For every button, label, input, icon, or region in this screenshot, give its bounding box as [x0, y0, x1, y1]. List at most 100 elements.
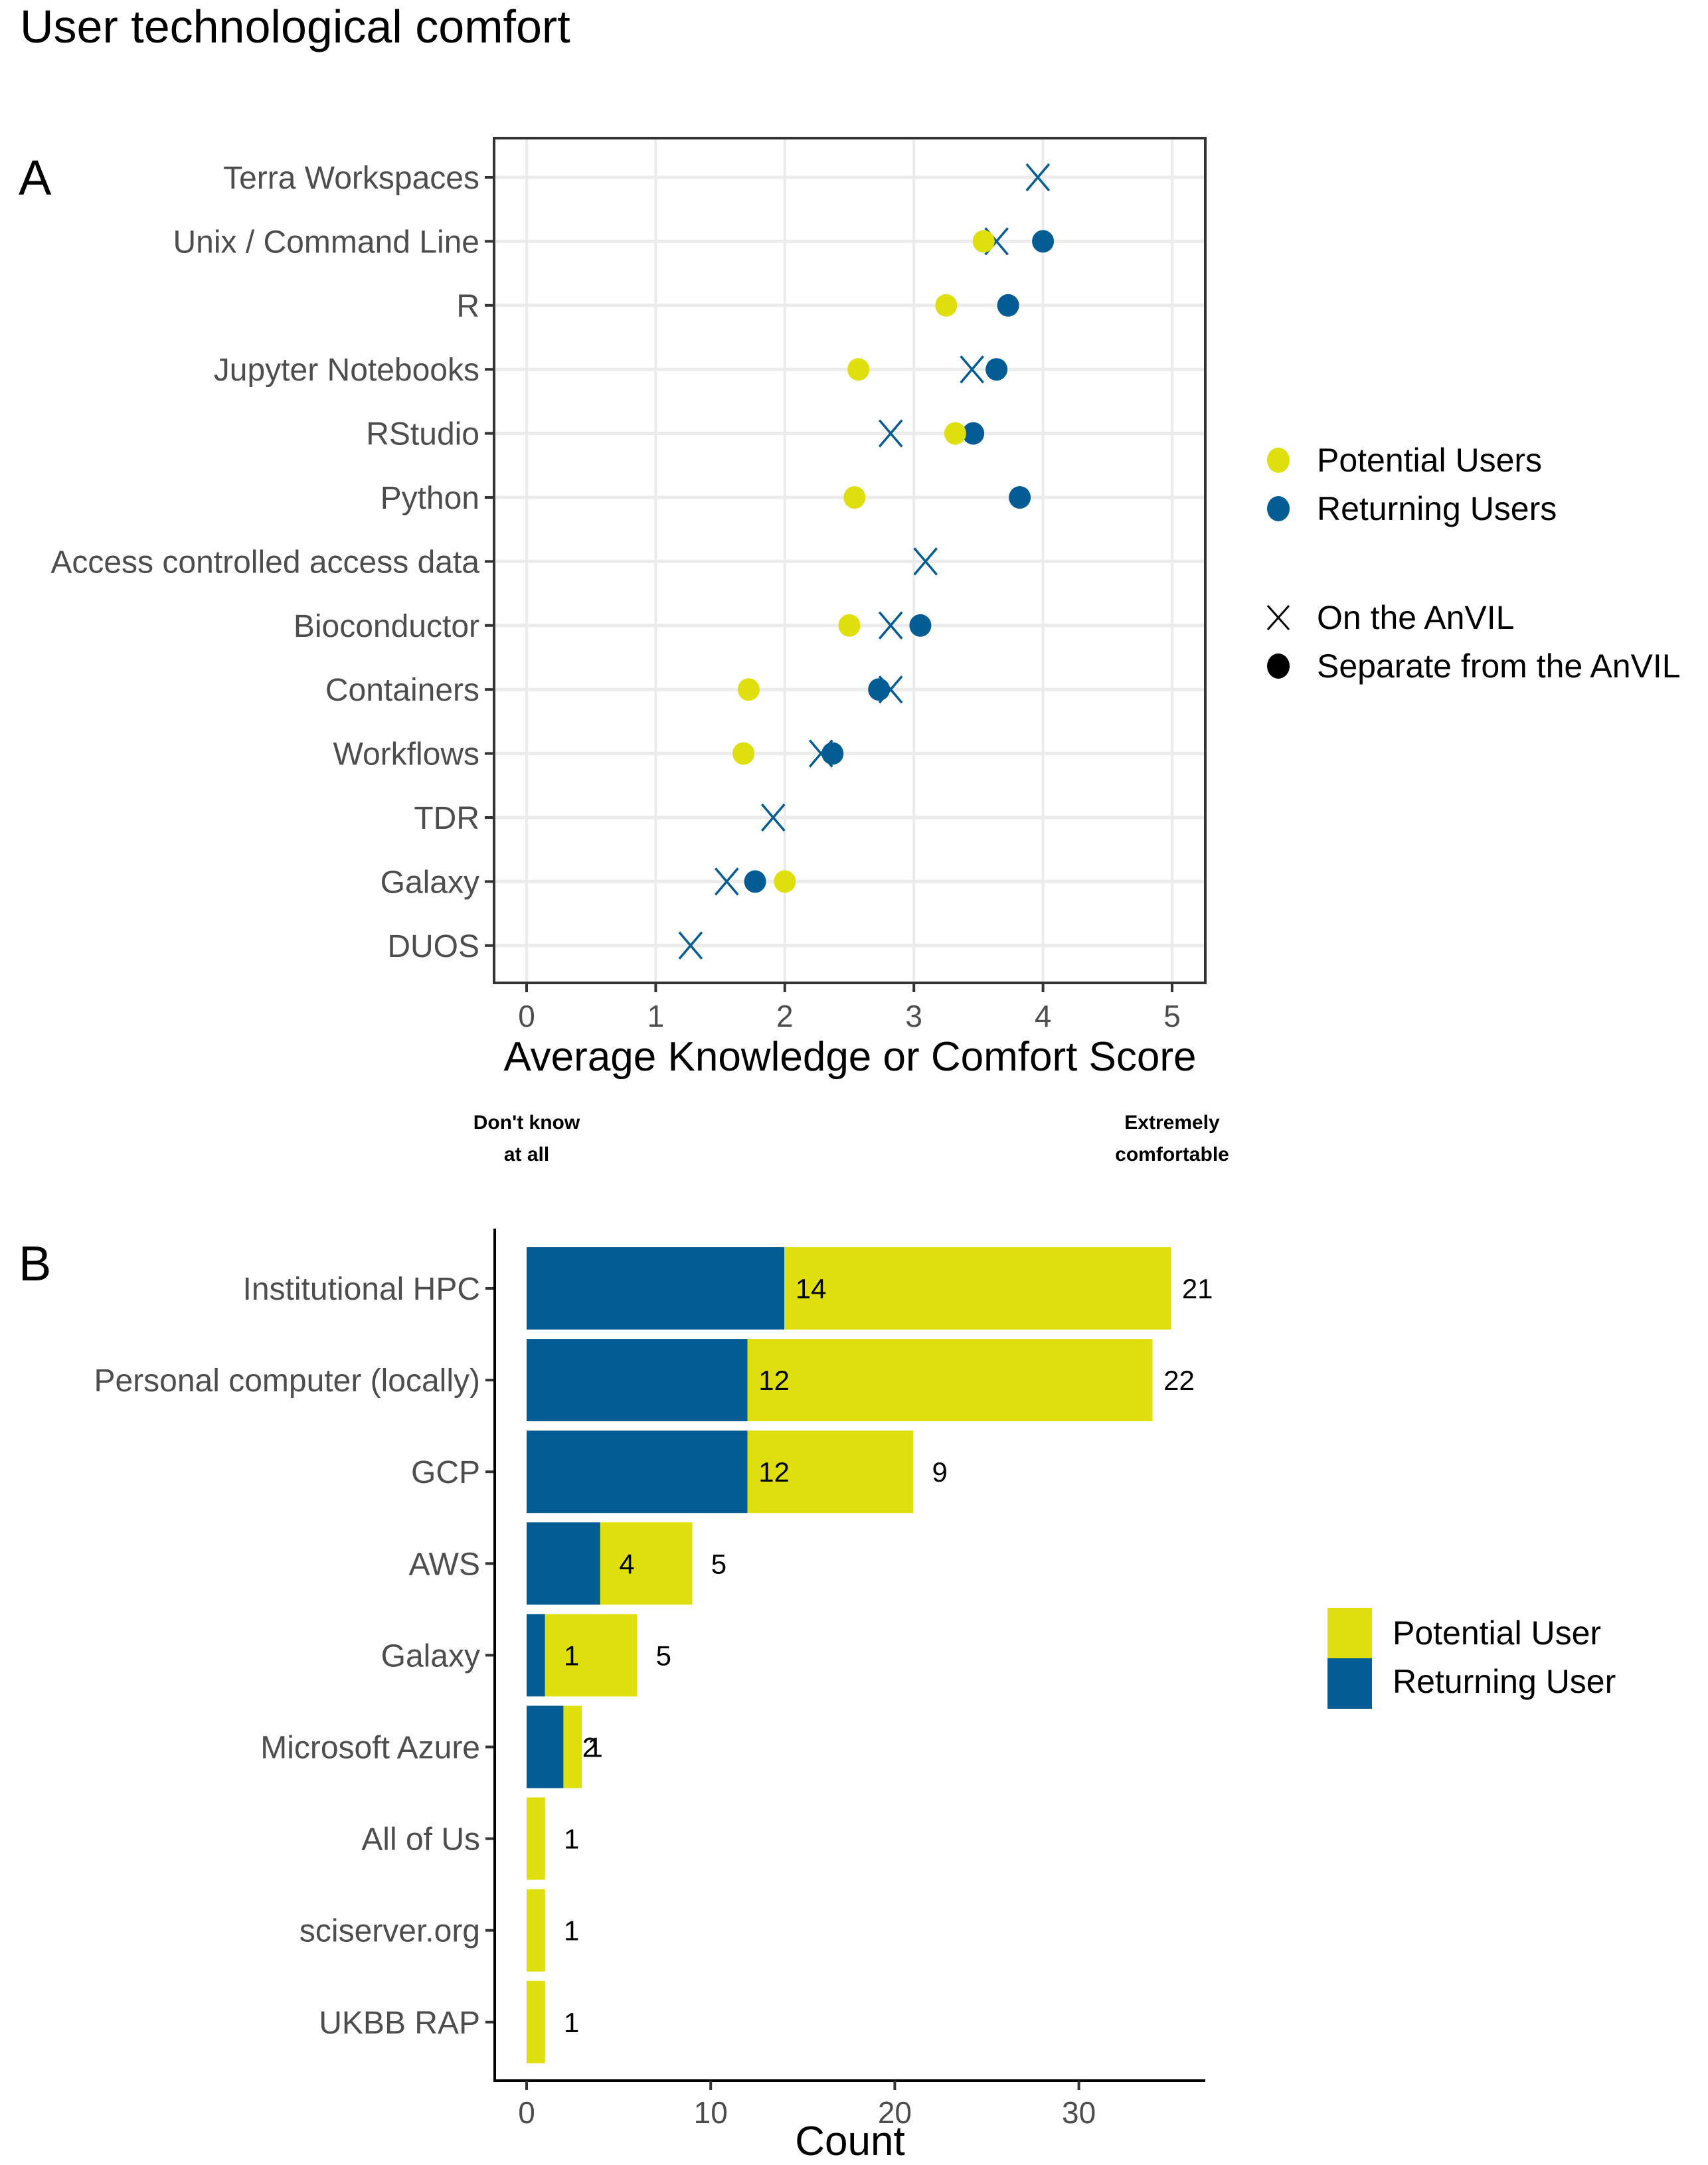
anchor-high-line1: Extremely	[1124, 1112, 1220, 1134]
bar-potential-aws	[600, 1522, 693, 1605]
y-tick-label-bioconductor: Bioconductor	[294, 609, 479, 644]
x-tick-label-0: 0	[518, 999, 535, 1033]
y-tick-label-terra-workspaces: Terra Workspaces	[223, 161, 479, 196]
bar-label-returning-microsoft-azure: 2	[582, 1732, 598, 1763]
y-tick-label-python: Python	[381, 481, 479, 516]
bar-label-potential-gcp: 9	[932, 1456, 947, 1488]
bar-label-potential-galaxy: 5	[656, 1640, 671, 1671]
point-returning-users-on-the-anvil-tdr	[760, 803, 786, 832]
y-tick-label-galaxy: Galaxy	[381, 865, 479, 900]
anchor-low-line1: Don't know	[473, 1112, 580, 1134]
bar-label-potential-institutional-hpc: 21	[1182, 1273, 1213, 1304]
point-potential-users-separate-from-the-anvil-rstudio	[944, 422, 966, 445]
legend-returning-swatch	[1327, 1658, 1372, 1709]
y-tick-label-aws: AWS	[408, 1547, 480, 1582]
point-returning-users-separate-from-the-anvil-containers	[868, 678, 891, 701]
legend-circle-marker-icon	[1267, 653, 1290, 679]
legend-item-on-anvil: On the AnVIL	[1266, 599, 1514, 636]
panel-b-axes	[493, 1229, 1205, 2082]
bar-returning-personal-computer-locally	[527, 1339, 748, 1422]
y-tick-label-gcp: GCP	[411, 1455, 480, 1490]
x-tick-label-1: 1	[647, 999, 665, 1033]
panel-a-points	[678, 163, 1055, 960]
legend-item-returning-users: Returning Users	[1267, 490, 1557, 527]
bar-label-potential-ukbb-rap: 1	[564, 2007, 579, 2038]
bar-returning-institutional-hpc	[527, 1247, 785, 1330]
bar-label-potential-all-of-us: 1	[564, 1824, 579, 1855]
legend-returning-label: Returning Users	[1317, 490, 1557, 527]
bar-label-potential-sciserver-org: 1	[564, 1915, 579, 1947]
x-tick-label-30: 30	[1062, 2095, 1096, 2130]
y-tick-label-sciserver-org: sciserver.org	[299, 1914, 480, 1949]
point-returning-users-separate-from-the-anvil-unix-command-line	[1032, 230, 1055, 253]
point-potential-users-separate-from-the-anvil-jupyter-notebooks	[847, 358, 870, 381]
panel-a-x-ticks: 0 1 2 3 4 5	[518, 983, 1181, 1033]
panel-a-y-labels: Terra Workspaces Unix / Command Line R Jupy…	[50, 161, 494, 964]
bar-label-returning-aws: 4	[619, 1548, 634, 1579]
y-tick-label-duos: DUOS	[387, 929, 479, 964]
panel-a-letter: A	[19, 150, 52, 205]
bar-potential-all-of-us	[527, 1797, 545, 1880]
legend-item-potential-user: Potential User	[1327, 1608, 1601, 1658]
panel-b-legend: Potential User Returning User	[1327, 1608, 1616, 1709]
y-tick-label-workflows: Workflows	[333, 737, 479, 772]
legend-on-anvil-label: On the AnVIL	[1317, 599, 1514, 636]
x-tick-label-2: 2	[776, 999, 794, 1033]
bar-label-returning-gcp: 12	[758, 1456, 790, 1488]
legend-separate-label: Separate from the AnVIL	[1317, 648, 1681, 685]
point-returning-users-separate-from-the-anvil-rstudio	[962, 422, 985, 445]
legend-item-potential-users: Potential Users	[1267, 442, 1542, 479]
panel-a-gridlines	[494, 138, 1205, 983]
point-potential-users-separate-from-the-anvil-galaxy	[774, 870, 796, 893]
point-returning-users-on-the-anvil-access-controlled-access-data	[913, 547, 938, 576]
point-returning-users-on-the-anvil-bioconductor	[878, 611, 903, 640]
bar-potential-sciserver-org	[527, 1889, 545, 1972]
panel-b-x-ticks: 0 10 20 30	[518, 2081, 1096, 2130]
legend-item-separate-anvil: Separate from the AnVIL	[1267, 648, 1681, 685]
legend-potential-user-label: Potential User	[1393, 1614, 1601, 1652]
y-tick-label-institutional-hpc: Institutional HPC	[243, 1272, 481, 1307]
point-returning-users-separate-from-the-anvil-r	[997, 294, 1019, 317]
x-tick-label-20: 20	[878, 2095, 912, 2130]
legend-potential-swatch	[1327, 1608, 1372, 1658]
y-tick-label-rstudio: RStudio	[366, 417, 479, 452]
y-tick-label-containers: Containers	[325, 673, 479, 708]
y-tick-label-all-of-us: All of Us	[361, 1822, 480, 1858]
point-potential-users-separate-from-the-anvil-bioconductor	[838, 614, 861, 637]
panel-a-legend: Potential Users Returning Users On the A…	[1266, 442, 1681, 685]
point-returning-users-separate-from-the-anvil-galaxy	[744, 870, 766, 893]
point-returning-users-on-the-anvil-terra-workspaces	[1025, 163, 1051, 192]
legend-returning-user-label: Returning User	[1393, 1663, 1616, 1700]
point-returning-users-separate-from-the-anvil-python	[1009, 486, 1031, 509]
panel-a-frame	[493, 137, 1207, 984]
bar-label-returning-galaxy: 1	[564, 1640, 579, 1671]
legend-potential-dot	[1267, 448, 1290, 473]
panel-b-letter: B	[19, 1236, 51, 1291]
bar-returning-aws	[527, 1522, 600, 1605]
panel-b: B Institutional HPC Personal computer (lo…	[19, 1229, 1616, 2164]
point-potential-users-separate-from-the-anvil-workflows	[732, 742, 755, 765]
legend-x-marker-icon	[1266, 605, 1290, 630]
bar-potential-gcp	[747, 1430, 914, 1514]
point-returning-users-on-the-anvil-jupyter-notebooks	[960, 355, 985, 384]
bar-potential-personal-computer-locally	[747, 1339, 1153, 1422]
point-returning-users-separate-from-the-anvil-jupyter-notebooks	[985, 358, 1008, 381]
bar-potential-ukbb-rap	[527, 1980, 545, 2063]
y-tick-label-r: R	[456, 289, 479, 324]
point-returning-users-separate-from-the-anvil-workflows	[821, 742, 844, 765]
point-returning-users-on-the-anvil-galaxy	[714, 867, 739, 896]
y-tick-label-galaxy: Galaxy	[381, 1638, 480, 1674]
y-tick-label-tdr: TDR	[414, 801, 479, 836]
x-tick-label-0: 0	[518, 2095, 535, 2130]
point-potential-users-separate-from-the-anvil-containers	[737, 678, 760, 701]
y-tick-label-ukbb-rap: UKBB RAP	[319, 2006, 480, 2041]
point-returning-users-on-the-anvil-duos	[678, 931, 703, 960]
bar-label-potential-personal-computer-locally: 22	[1163, 1365, 1195, 1396]
y-tick-label-microsoft-azure: Microsoft Azure	[260, 1731, 480, 1766]
y-tick-label-unix-command-line: Unix / Command Line	[173, 224, 479, 260]
x-tick-label-4: 4	[1035, 999, 1052, 1033]
bar-label-potential-aws: 5	[711, 1548, 726, 1579]
y-tick-label-personal-computer-locally: Personal computer (locally)	[94, 1363, 480, 1399]
